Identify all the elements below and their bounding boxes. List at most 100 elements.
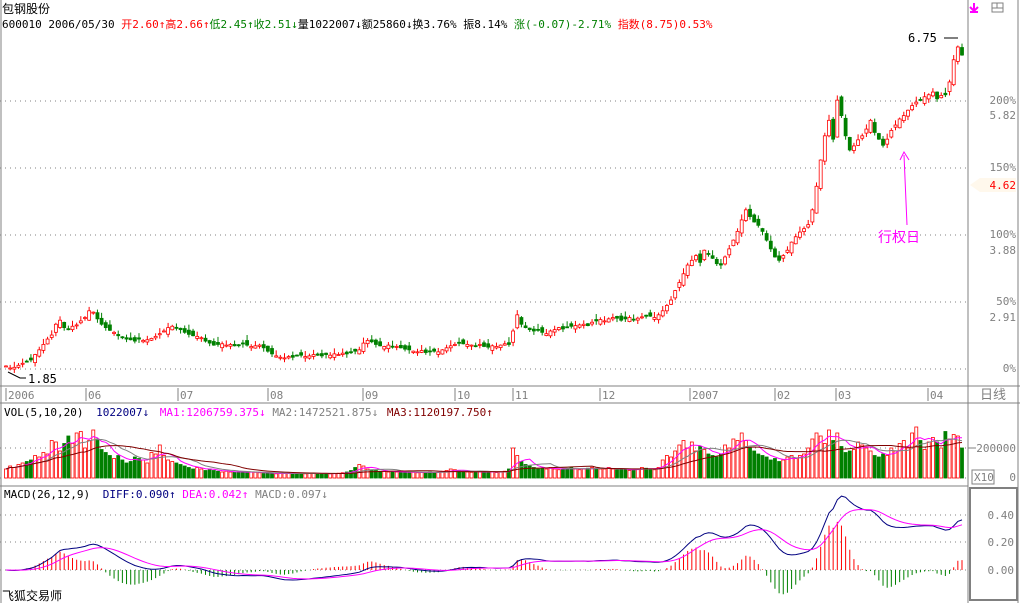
candle-body [207,340,212,344]
candle-body [822,135,827,162]
volume-bar [897,443,902,479]
candle-body [802,228,806,232]
candle-body [735,230,740,244]
candle-body [685,264,690,276]
candle-body [627,317,632,322]
candle-body [748,208,752,217]
candle-body [852,145,856,151]
volume-bar [868,450,873,479]
candle-body [132,337,137,342]
volume-bar [494,472,499,479]
candle-body [827,119,831,137]
axis-label-0pct: 0% [1003,362,1017,375]
volume-bar [627,470,632,479]
volume-bar [515,455,520,479]
candle-body [527,327,532,331]
volume-ma-line [5,435,962,475]
candle-body [577,324,582,328]
volume-bar [818,435,823,479]
candle-body [951,59,956,86]
volume-bar [365,468,370,479]
volume-bar [145,462,150,479]
volume-bar [727,447,732,479]
volume-bar [552,468,557,479]
vol-scale-button[interactable] [971,469,995,485]
volume-bar [839,446,844,479]
candle-body [232,344,237,347]
candle-body [785,249,790,253]
volume-bar [739,432,744,479]
volume-bar [561,468,565,479]
volume-bar [290,473,295,479]
candle-body [353,348,358,352]
candle-body [677,282,682,288]
volume-bar [793,458,798,479]
candle-body [278,356,283,359]
volume-bar [590,467,594,479]
volume-bar [153,453,158,479]
macd-axis-box [969,487,1018,601]
volume-bar [128,461,133,479]
volume-bar [386,471,391,479]
candle-body [743,209,748,221]
volume-bar [569,467,574,479]
volume-bar [926,441,931,479]
x-axis-label: 09 [365,389,378,402]
volume-bar [797,455,802,479]
candle-body [640,316,644,319]
volume-bar [186,467,191,479]
volume-bar [623,469,628,479]
volume-bar [241,471,245,479]
volume-bar [91,429,96,479]
high-price: 高2.66↑ [165,18,210,31]
volume-bar [274,473,279,479]
candle-body [573,325,578,330]
axis-label-200pct: 200% [990,94,1017,107]
volume-bar [955,435,960,479]
volume-bar [124,462,129,479]
candle-body [282,357,287,360]
volume-bar [939,447,944,479]
volume-bar [490,471,495,479]
volume-bar [802,453,806,479]
candle-body [58,319,62,328]
axis-label-100pct: 100% [990,228,1017,241]
candle-body [70,325,75,331]
volume-bar [303,473,308,479]
volume-bar [87,440,92,479]
candle-body [556,327,561,331]
volume-bar [519,461,524,479]
candle-body [349,351,353,354]
candle-body [307,355,312,359]
volume-bar [760,455,765,479]
volume-bar [602,468,607,479]
volume-ma-line [5,441,963,474]
volume-bar [893,450,898,479]
volume-bar [157,444,162,479]
candle-body [565,326,570,329]
candle-body [311,354,316,357]
volume-bar [918,440,923,479]
x-axis-label: 04 [930,389,944,402]
candle-body [199,337,204,340]
candle-body [644,314,649,317]
candle-body [29,357,33,361]
download-arrow-icon[interactable] [969,3,979,13]
period-button-daily[interactable]: 日线 [980,388,1006,403]
candle-body [935,91,939,100]
volume-bar [752,450,757,479]
candle-body [619,315,624,321]
volume-bar [407,472,412,479]
window-layout-icon[interactable] [991,2,1004,13]
candle-body [120,336,125,339]
vol-value: 1022007↓ [96,406,149,419]
volume-bar [756,453,761,479]
volume-bar [16,464,21,479]
candle-body [922,96,927,104]
candle-body [602,320,607,323]
volume-bar [814,432,819,479]
volume-bar [195,467,200,479]
candle-body [623,316,628,320]
volume-bar [232,471,237,479]
